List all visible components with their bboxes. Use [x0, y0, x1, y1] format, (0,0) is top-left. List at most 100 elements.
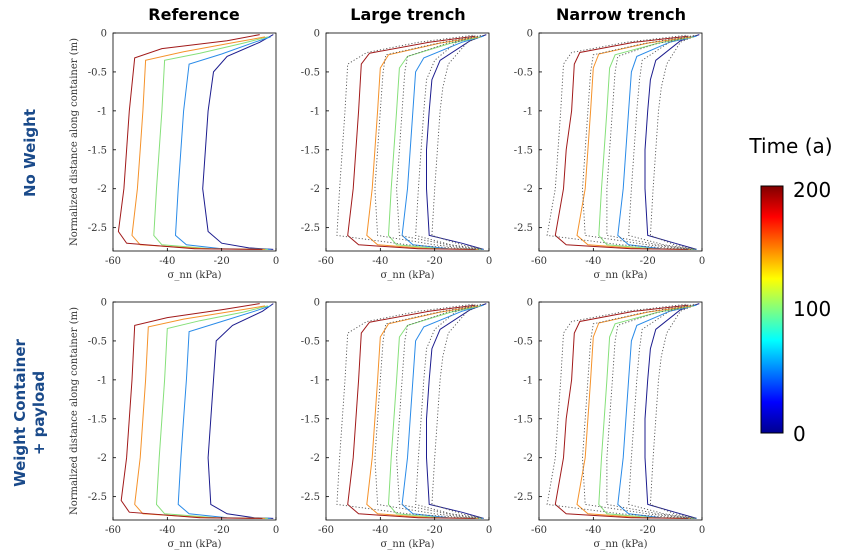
series-line-2 [177, 305, 271, 519]
series-line-3 [598, 36, 694, 250]
series-line-7 [628, 34, 697, 250]
x-axis-label: σ_nn (kPa) [381, 270, 435, 281]
row-title-weight-container: Weight Container + payload [11, 338, 48, 486]
series-line-3 [387, 305, 482, 519]
colorbar-tick-min: 0 [793, 422, 806, 446]
series-line-1 [207, 303, 274, 519]
y-tick-label: -0.5 [88, 336, 107, 347]
y-tick-label: 0 [101, 29, 107, 40]
series-line-9 [582, 35, 692, 250]
series-line-5 [120, 303, 263, 519]
series-line-3 [387, 36, 482, 250]
row-title-line-2: + payload [30, 371, 48, 455]
y-tick-label: -0.5 [88, 67, 107, 78]
series-line-4 [366, 36, 479, 250]
series-line-4 [576, 305, 692, 519]
y-tick-label: -1 [523, 106, 533, 117]
axes-frame [538, 301, 703, 521]
x-tick-label: -40 [159, 256, 175, 267]
y-tick-label: -2.5 [301, 492, 320, 503]
y-axis-label: Normalized distance along container (m) [69, 307, 80, 515]
y-tick-label: -1.5 [301, 145, 320, 156]
y-tick-label: 0 [314, 298, 320, 309]
x-axis-label: σ_nn (kPa) [168, 270, 222, 281]
series-line-10 [336, 303, 476, 519]
panel-3: -60 -40 -20 0 0 -0.5 -1 -1.5 -2 -2.5 σ_nn (kPa) [514, 29, 705, 282]
y-tick-label: 0 [527, 29, 533, 40]
x-tick-label: -20 [214, 525, 230, 536]
column-title-large-trench: Large trench [350, 5, 465, 24]
y-tick-label: -2 [523, 184, 533, 195]
series-line-4 [366, 305, 479, 519]
y-tick-label: -1 [310, 106, 320, 117]
series-line-4 [576, 36, 692, 250]
y-tick-label: 0 [314, 29, 320, 40]
x-axis-label: σ_nn (kPa) [381, 539, 435, 550]
y-tick-label: -1 [523, 375, 533, 386]
x-axis-label: σ_nn (kPa) [168, 539, 222, 550]
series-line-1 [426, 303, 487, 519]
y-tick-label: -2 [97, 184, 107, 195]
series-line-8 [606, 304, 694, 519]
x-tick-label: 0 [273, 256, 279, 267]
y-tick-label: -0.5 [514, 67, 533, 78]
series-line-7 [628, 303, 697, 519]
y-tick-label: -0.5 [301, 336, 320, 347]
y-tick-label: -1.5 [88, 414, 107, 425]
x-tick-label: -60 [105, 256, 121, 267]
x-tick-label: 0 [699, 256, 705, 267]
y-tick-label: -2 [310, 453, 320, 464]
x-tick-label: -60 [105, 525, 121, 536]
y-tick-label: -2.5 [301, 223, 320, 234]
series-line-5 [554, 304, 689, 519]
panel-5: -60 -40 -20 0 0 -0.5 -1 -1.5 -2 -2.5 σ_nn (kPa) [301, 298, 492, 551]
y-tick-label: -2.5 [514, 492, 533, 503]
series-line-4 [134, 305, 266, 519]
series-line-2 [174, 36, 271, 250]
axes-frame [325, 301, 490, 521]
series-line-5 [347, 35, 476, 250]
axes-frame [325, 32, 490, 252]
x-tick-label: -60 [318, 256, 334, 267]
y-axis-label: Normalized distance along container (m) [69, 38, 80, 246]
y-tick-label: -2 [523, 453, 533, 464]
y-tick-label: -2.5 [88, 223, 107, 234]
y-tick-label: -2 [97, 453, 107, 464]
x-tick-label: -40 [159, 525, 175, 536]
x-tick-label: -20 [427, 256, 443, 267]
series-line-3 [155, 305, 269, 519]
panel-2: -60 -40 -20 0 0 -0.5 -1 -1.5 -2 -2.5 σ_nn (kPa) [301, 29, 492, 282]
axes-frame [538, 32, 703, 252]
y-tick-label: -0.5 [514, 336, 533, 347]
colorbar-gradient [760, 185, 784, 434]
series-line-10 [336, 34, 476, 250]
x-tick-label: 0 [273, 525, 279, 536]
y-tick-label: -1.5 [301, 414, 320, 425]
column-title-reference: Reference [148, 5, 240, 24]
series-line-2 [617, 304, 697, 519]
series-line-6 [649, 34, 697, 250]
x-tick-label: -60 [318, 525, 334, 536]
series-line-9 [374, 35, 479, 250]
colorbar-title: Time (a) [748, 134, 832, 158]
y-tick-label: 0 [527, 298, 533, 309]
x-tick-label: -40 [585, 256, 601, 267]
series-line-4 [131, 36, 266, 250]
colorbar-tick-max: 200 [793, 178, 831, 202]
x-tick-label: -40 [372, 256, 388, 267]
series-line-7 [415, 303, 484, 519]
x-tick-label: 0 [486, 525, 492, 536]
y-tick-label: 0 [101, 298, 107, 309]
y-tick-label: -1.5 [514, 145, 533, 156]
x-tick-label: -40 [585, 525, 601, 536]
series-line-5 [117, 34, 263, 250]
series-line-8 [606, 35, 694, 250]
series-line-5 [554, 35, 689, 250]
x-axis-label: σ_nn (kPa) [594, 270, 648, 281]
y-tick-label: -1.5 [88, 145, 107, 156]
x-tick-label: -40 [372, 525, 388, 536]
series-line-2 [617, 35, 697, 250]
series-line-1 [644, 303, 700, 519]
column-title-narrow-trench: Narrow trench [556, 5, 686, 24]
